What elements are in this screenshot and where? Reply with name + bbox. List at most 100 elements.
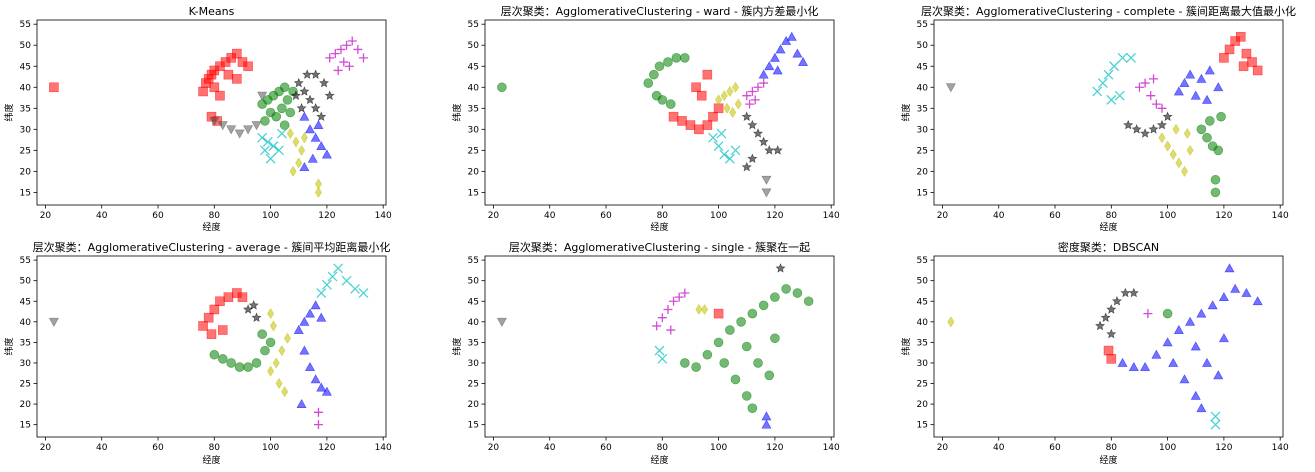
scatter-point xyxy=(657,95,668,105)
scatter-point xyxy=(267,308,275,320)
scatter-point xyxy=(243,125,254,135)
x-tick-label: 140 xyxy=(375,443,392,453)
scatter-point xyxy=(1157,103,1167,113)
scatter-point xyxy=(299,316,310,326)
scatter-point xyxy=(243,61,253,72)
scatter-point xyxy=(716,128,727,139)
scatter-point xyxy=(724,153,735,164)
scatter-point xyxy=(759,78,769,88)
scatter-point xyxy=(726,85,734,97)
scatter-point xyxy=(344,61,354,71)
scatter-point xyxy=(1173,324,1184,334)
scatter-point xyxy=(753,358,763,368)
scatter-point xyxy=(775,263,786,273)
scatter-point xyxy=(1123,119,1134,130)
scatter-point xyxy=(1190,90,1201,100)
scatter-point xyxy=(747,403,758,414)
scatter-point xyxy=(223,292,234,302)
axis-ticks: 20 40 60 80 100 120 140 15 20 25 30 35 40 45 50 55 xyxy=(468,256,840,453)
scatter-point xyxy=(701,303,709,315)
x-tick-label: 40 xyxy=(544,211,556,221)
scatter-point xyxy=(350,283,360,294)
x-tick-label: 20 xyxy=(937,211,949,221)
y-tick-label: 45 xyxy=(917,62,928,72)
scatter-point xyxy=(1202,132,1212,143)
axis-ticks: 20 40 60 80 100 120 140 15 20 25 30 35 40 45 50 55 xyxy=(20,256,392,453)
scatter-point xyxy=(702,120,713,130)
scatter-point xyxy=(680,53,690,63)
scatter-point xyxy=(1151,349,1162,359)
panel-single: 层次聚类：AgglomerativeClustering - single - … xyxy=(451,240,840,466)
y-tick-label: 35 xyxy=(468,338,479,348)
scatter-point xyxy=(1190,341,1201,351)
scatter-point xyxy=(206,329,217,339)
scatter-point xyxy=(1169,149,1177,161)
scatter-point xyxy=(1213,82,1224,92)
x-tick-label: 120 xyxy=(766,443,783,453)
y-tick-label: 25 xyxy=(20,146,31,156)
scatter-point xyxy=(1252,65,1263,76)
y-axis-label: 纬度 xyxy=(3,103,15,121)
scatter-point xyxy=(1219,53,1229,63)
scatter-point xyxy=(1126,52,1136,63)
scatter-point xyxy=(299,162,310,172)
scatter-point xyxy=(274,145,285,156)
x-tick-label: 60 xyxy=(1049,211,1061,221)
scatter-point xyxy=(680,288,690,298)
scatter-point xyxy=(1173,86,1184,96)
scatter-point xyxy=(680,358,690,368)
x-tick-label: 80 xyxy=(657,443,669,453)
scatter-point xyxy=(649,69,659,80)
scatter-point xyxy=(333,263,344,274)
x-tick-label: 20 xyxy=(488,443,500,453)
scatter-point xyxy=(695,303,703,315)
scatter-point xyxy=(1117,357,1128,367)
chart-title: K-Means xyxy=(189,5,235,18)
y-tick-label: 15 xyxy=(20,188,31,198)
x-axis-label: 经度 xyxy=(202,221,220,233)
axis-ticks: 20 40 60 80 100 120 140 15 20 25 30 35 40 45 50 55 xyxy=(917,256,1289,453)
scatter-point xyxy=(1106,304,1117,314)
scatter-point xyxy=(730,145,741,156)
scatter-point xyxy=(772,65,783,75)
scatter-point xyxy=(1224,263,1235,273)
scatter-point xyxy=(293,77,304,88)
scatter-point xyxy=(719,149,730,160)
scatter-point xyxy=(299,345,310,355)
y-tick-label: 40 xyxy=(20,83,32,93)
scatter-point xyxy=(1218,333,1229,343)
scatter-point xyxy=(708,132,718,143)
scatter-point xyxy=(1180,165,1188,177)
scatter-point xyxy=(1247,57,1257,67)
x-tick-label: 40 xyxy=(96,211,108,221)
x-tick-label: 140 xyxy=(823,443,840,453)
scatter-point xyxy=(1117,52,1128,63)
scatter-point xyxy=(734,98,742,110)
scatter-point xyxy=(237,292,248,302)
y-tick-label: 35 xyxy=(20,104,31,114)
x-axis-label: 经度 xyxy=(650,221,668,233)
scatter-point xyxy=(1114,90,1125,101)
scatter-point xyxy=(764,370,775,381)
y-tick-label: 55 xyxy=(20,256,31,266)
y-tick-label: 15 xyxy=(20,421,31,431)
scatter-point xyxy=(268,141,279,152)
scatter-point xyxy=(1210,187,1221,198)
scatter-point xyxy=(702,349,713,360)
scatter-point xyxy=(1140,128,1151,138)
scatter-point xyxy=(736,317,746,327)
y-tick-label: 25 xyxy=(468,146,479,156)
plot-area xyxy=(484,255,835,438)
scatter-point xyxy=(1164,140,1172,152)
scatter-point xyxy=(1238,61,1249,72)
scatter-point xyxy=(1218,292,1229,302)
scatter-point xyxy=(1158,132,1166,144)
panel-kmeans: K-Means 经度 纬度 20 40 60 80 100 120 140 15 20 25 30 3… xyxy=(3,5,392,233)
scatter-point xyxy=(198,86,208,97)
y-tick-label: 20 xyxy=(468,167,480,177)
scatter-point xyxy=(289,165,297,177)
scatter-point xyxy=(313,420,323,430)
scatter-point xyxy=(694,124,704,135)
x-tick-label: 100 xyxy=(262,443,279,453)
